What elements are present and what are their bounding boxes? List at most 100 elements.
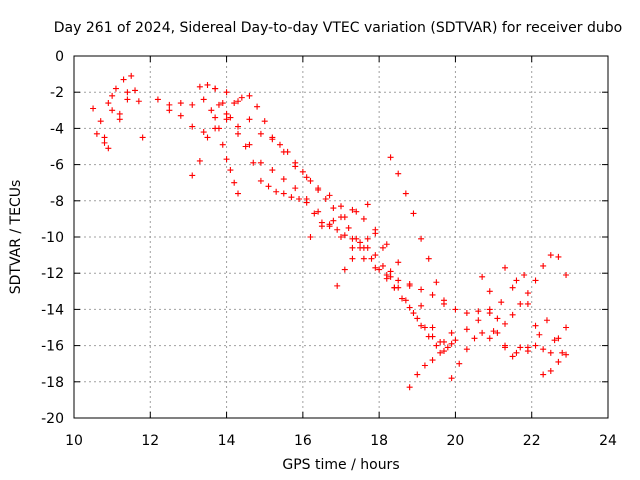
- data-point: [334, 226, 341, 233]
- data-point: [429, 333, 436, 340]
- data-point: [345, 224, 352, 231]
- data-point: [494, 329, 501, 336]
- y-tick-label: 0: [55, 49, 64, 65]
- data-point: [479, 273, 486, 280]
- data-point: [139, 134, 146, 141]
- data-point: [273, 188, 280, 195]
- data-point: [524, 300, 531, 307]
- data-point: [421, 324, 428, 331]
- data-point: [215, 101, 222, 108]
- data-point: [376, 266, 383, 273]
- data-point: [448, 375, 455, 382]
- data-point: [406, 384, 413, 391]
- data-point: [101, 139, 108, 146]
- chart-title: Day 261 of 2024, Sidereal Day-to-day VTE…: [54, 20, 622, 36]
- x-axis-label: GPS time / hours: [282, 457, 399, 473]
- data-point: [318, 223, 325, 230]
- data-point: [418, 235, 425, 242]
- data-point: [509, 284, 516, 291]
- data-point: [235, 123, 242, 130]
- series-track-c: [196, 81, 447, 355]
- data-point: [105, 145, 112, 152]
- y-tick-label: -18: [41, 375, 64, 391]
- data-point: [521, 272, 528, 279]
- data-point: [379, 262, 386, 269]
- y-tick-label: -20: [41, 411, 64, 427]
- y-axis-label: SDTVAR / TECUs: [8, 180, 24, 295]
- data-point: [90, 105, 97, 112]
- data-point: [551, 337, 558, 344]
- data-point: [200, 96, 207, 103]
- y-tick-label: -16: [41, 339, 64, 355]
- x-tick-label: 10: [65, 433, 83, 449]
- data-point: [307, 177, 314, 184]
- data-point: [540, 262, 547, 269]
- y-tick-label: -2: [50, 85, 64, 101]
- data-point: [116, 110, 123, 117]
- data-point: [208, 107, 215, 114]
- data-point: [311, 210, 318, 217]
- data-point: [502, 342, 509, 349]
- data-point: [235, 190, 242, 197]
- data-point: [154, 96, 161, 103]
- series-track-early-2: [101, 89, 146, 152]
- x-tick-label: 16: [294, 433, 312, 449]
- data-point: [395, 170, 402, 177]
- data-point: [296, 195, 303, 202]
- data-point: [93, 130, 100, 137]
- data-point: [303, 174, 310, 181]
- data-point: [418, 286, 425, 293]
- data-point: [433, 279, 440, 286]
- data-point: [357, 244, 364, 251]
- data-point: [284, 148, 291, 155]
- data-point: [563, 324, 570, 331]
- data-point: [124, 89, 131, 96]
- data-points: [90, 72, 570, 391]
- data-point: [196, 83, 203, 90]
- data-point: [215, 125, 222, 132]
- data-point: [341, 232, 348, 239]
- data-point: [532, 322, 539, 329]
- data-point: [486, 288, 493, 295]
- data-point: [257, 177, 264, 184]
- y-tick-label: -6: [50, 158, 64, 174]
- data-point: [364, 235, 371, 242]
- series-track-l: [479, 273, 570, 378]
- data-point: [254, 103, 261, 110]
- data-point: [444, 344, 451, 351]
- data-point: [490, 328, 497, 335]
- data-point: [135, 98, 142, 105]
- y-tick-label: -12: [41, 266, 64, 282]
- data-point: [513, 277, 520, 284]
- data-point: [341, 266, 348, 273]
- data-point: [227, 167, 234, 174]
- series-track-k: [448, 252, 570, 382]
- data-point: [223, 89, 230, 96]
- series-track-h: [334, 230, 398, 291]
- data-point: [231, 179, 238, 186]
- data-point: [402, 190, 409, 197]
- data-point: [532, 342, 539, 349]
- data-point: [292, 185, 299, 192]
- data-point: [452, 306, 459, 313]
- data-point: [112, 85, 119, 92]
- data-point: [326, 223, 333, 230]
- data-point: [524, 344, 531, 351]
- data-point: [334, 282, 341, 289]
- data-point: [338, 203, 344, 210]
- data-point: [414, 371, 421, 378]
- data-point: [463, 310, 470, 317]
- data-point: [307, 234, 314, 240]
- data-point: [502, 320, 509, 327]
- data-point: [563, 272, 570, 279]
- x-tick-label: 18: [370, 433, 388, 449]
- data-point: [395, 259, 402, 266]
- data-point: [250, 159, 257, 166]
- data-point: [429, 357, 436, 364]
- data-point: [353, 208, 360, 215]
- data-point: [360, 255, 367, 262]
- data-point: [475, 317, 482, 324]
- data-point: [448, 340, 455, 347]
- data-point: [517, 344, 524, 351]
